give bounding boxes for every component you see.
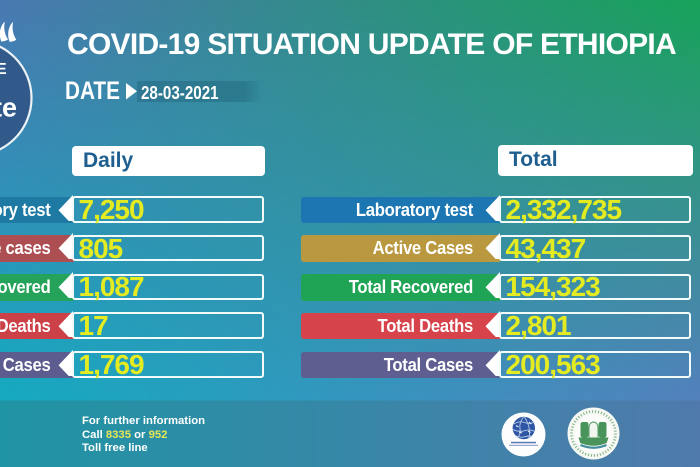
svg-text:te: te bbox=[0, 93, 17, 123]
svg-text:E: E bbox=[0, 61, 7, 78]
